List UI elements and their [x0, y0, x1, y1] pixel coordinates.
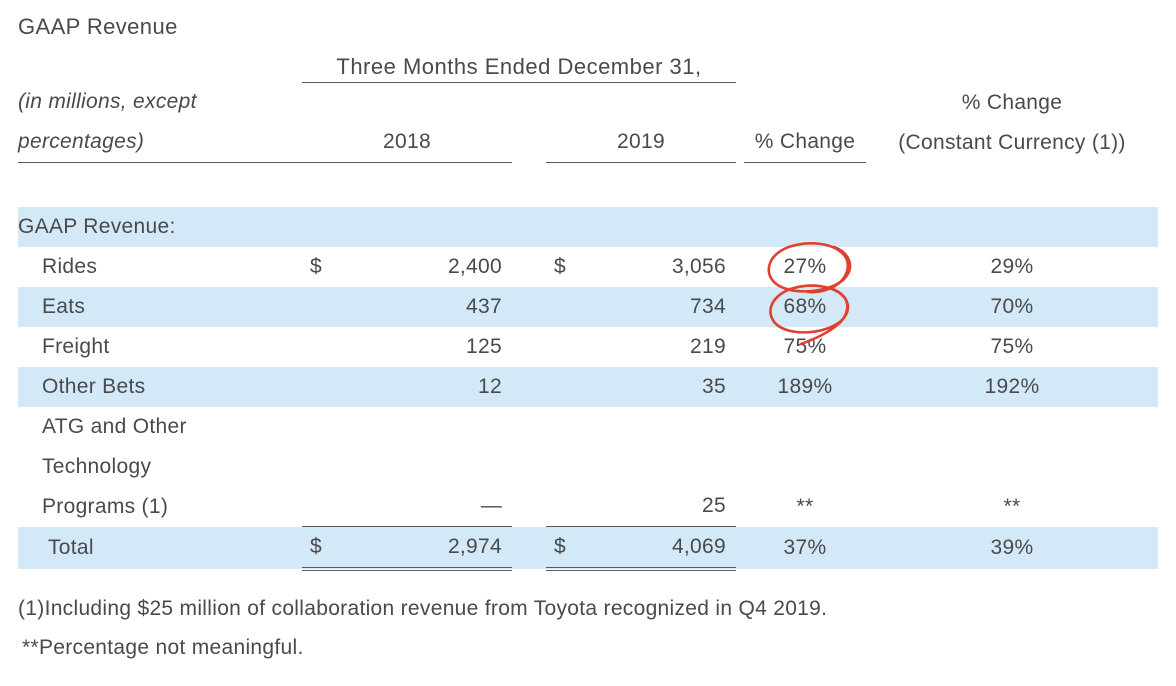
row-label: ATG and Other Technology Programs (1)	[18, 407, 302, 527]
row-label: Other Bets	[42, 374, 146, 398]
cell-pct-change: 27%	[783, 254, 827, 278]
cell-2019-value: 219	[546, 327, 736, 367]
currency-symbol: $	[554, 535, 566, 558]
footnote-1: (1)Including $25 million of collaboratio…	[18, 597, 828, 620]
cell-pct-change: 75%	[783, 334, 827, 358]
value-2018: —	[480, 494, 502, 517]
value-2018: 437	[466, 294, 502, 318]
column-header-row: (in millions, except percentages) 2018 2…	[18, 82, 1158, 163]
value-2019: 219	[690, 334, 726, 358]
cell-pct-change: 37%	[783, 535, 827, 559]
table-row-rides: Rides $ 2,400 $ 3,056 27% 29%	[18, 247, 1158, 287]
table-row-total: Total $ 2,974 $ 4,069 37% 39%	[18, 526, 1158, 571]
cell-cc-change: 39%	[990, 535, 1034, 559]
table-row-eats: Eats 437 734 68% 70%	[18, 286, 1158, 327]
cell-cc-change: 70%	[990, 294, 1034, 318]
cell-2018-value: 12	[302, 367, 512, 407]
cell-cc-change: **	[1003, 494, 1021, 518]
cell-2018-value: $ 2,400	[302, 247, 512, 287]
column-header-constant-currency: % Change (Constant Currency (1))	[866, 82, 1158, 163]
page-title: GAAP Revenue	[18, 14, 178, 39]
row-label: Total	[48, 535, 94, 559]
row-label-line2: Technology	[42, 454, 152, 478]
cell-2019-value: $ 3,056	[546, 247, 736, 287]
cc-header-line1: % Change	[961, 90, 1063, 114]
column-group-header: Three Months Ended December 31,	[302, 48, 736, 83]
currency-symbol: $	[310, 535, 322, 558]
row-label-header-line1: (in millions, except	[18, 90, 197, 113]
cell-2019-value: 25	[546, 406, 736, 527]
column-header-2018: 2018	[302, 82, 512, 163]
cc-header-line2: (Constant Currency (1))	[898, 130, 1126, 154]
cell-pct-change: 68%	[783, 294, 827, 318]
row-label-line1: ATG and Other	[42, 414, 187, 438]
value-2019: 3,056	[671, 254, 726, 278]
gaap-revenue-table: Three Months Ended December 31, (in mill…	[18, 48, 1158, 571]
footnote-2: **Percentage not meaningful.	[22, 636, 304, 659]
value-2019: 4,069	[671, 535, 726, 558]
value-2019: 35	[702, 374, 726, 398]
column-header-2019: 2019	[546, 82, 736, 163]
table-row-other-bets: Other Bets 12 35 189% 192%	[18, 366, 1158, 407]
column-group-header-row: Three Months Ended December 31,	[18, 48, 1158, 83]
value-2018: 12	[478, 374, 502, 398]
value-2018: 125	[466, 334, 502, 358]
cell-2019-value: $ 4,069	[546, 526, 736, 571]
cell-2019-value: 734	[546, 287, 736, 327]
cell-2018-value: 125	[302, 327, 512, 367]
cell-2018-value: —	[302, 406, 512, 527]
cell-cc-change: 29%	[990, 254, 1034, 278]
table-row-freight: Freight 125 219 75% 75%	[18, 327, 1158, 367]
cell-2018-value: 437	[302, 287, 512, 327]
table-row-atg: ATG and Other Technology Programs (1) — …	[18, 406, 1158, 527]
column-header-pct-change: % Change	[744, 82, 866, 163]
value-2018: 2,400	[447, 254, 502, 278]
cell-2018-value: $ 2,974	[302, 526, 512, 571]
footnotes: (1)Including $25 million of collaboratio…	[18, 589, 1176, 667]
spacer-row	[18, 163, 1158, 207]
row-label-header: (in millions, except percentages)	[18, 82, 302, 163]
section-header-row: GAAP Revenue:	[18, 206, 1158, 247]
cell-cc-change: 192%	[984, 374, 1040, 398]
cell-2019-value: 35	[546, 367, 736, 407]
row-label-line3: Programs (1)	[42, 494, 169, 518]
row-label-header-line2: percentages)	[18, 130, 145, 153]
value-2018: 2,974	[447, 535, 502, 558]
row-label: Rides	[42, 254, 98, 278]
currency-symbol: $	[310, 254, 322, 278]
cell-cc-change: 75%	[990, 334, 1034, 358]
row-label: Freight	[42, 334, 110, 358]
value-2019: 25	[702, 494, 726, 517]
section-header: GAAP Revenue:	[18, 214, 176, 238]
cell-pct-change: 189%	[777, 374, 833, 398]
row-label: Eats	[42, 294, 86, 318]
value-2019: 734	[690, 294, 726, 318]
cell-pct-change: **	[796, 494, 814, 518]
currency-symbol: $	[554, 254, 566, 278]
